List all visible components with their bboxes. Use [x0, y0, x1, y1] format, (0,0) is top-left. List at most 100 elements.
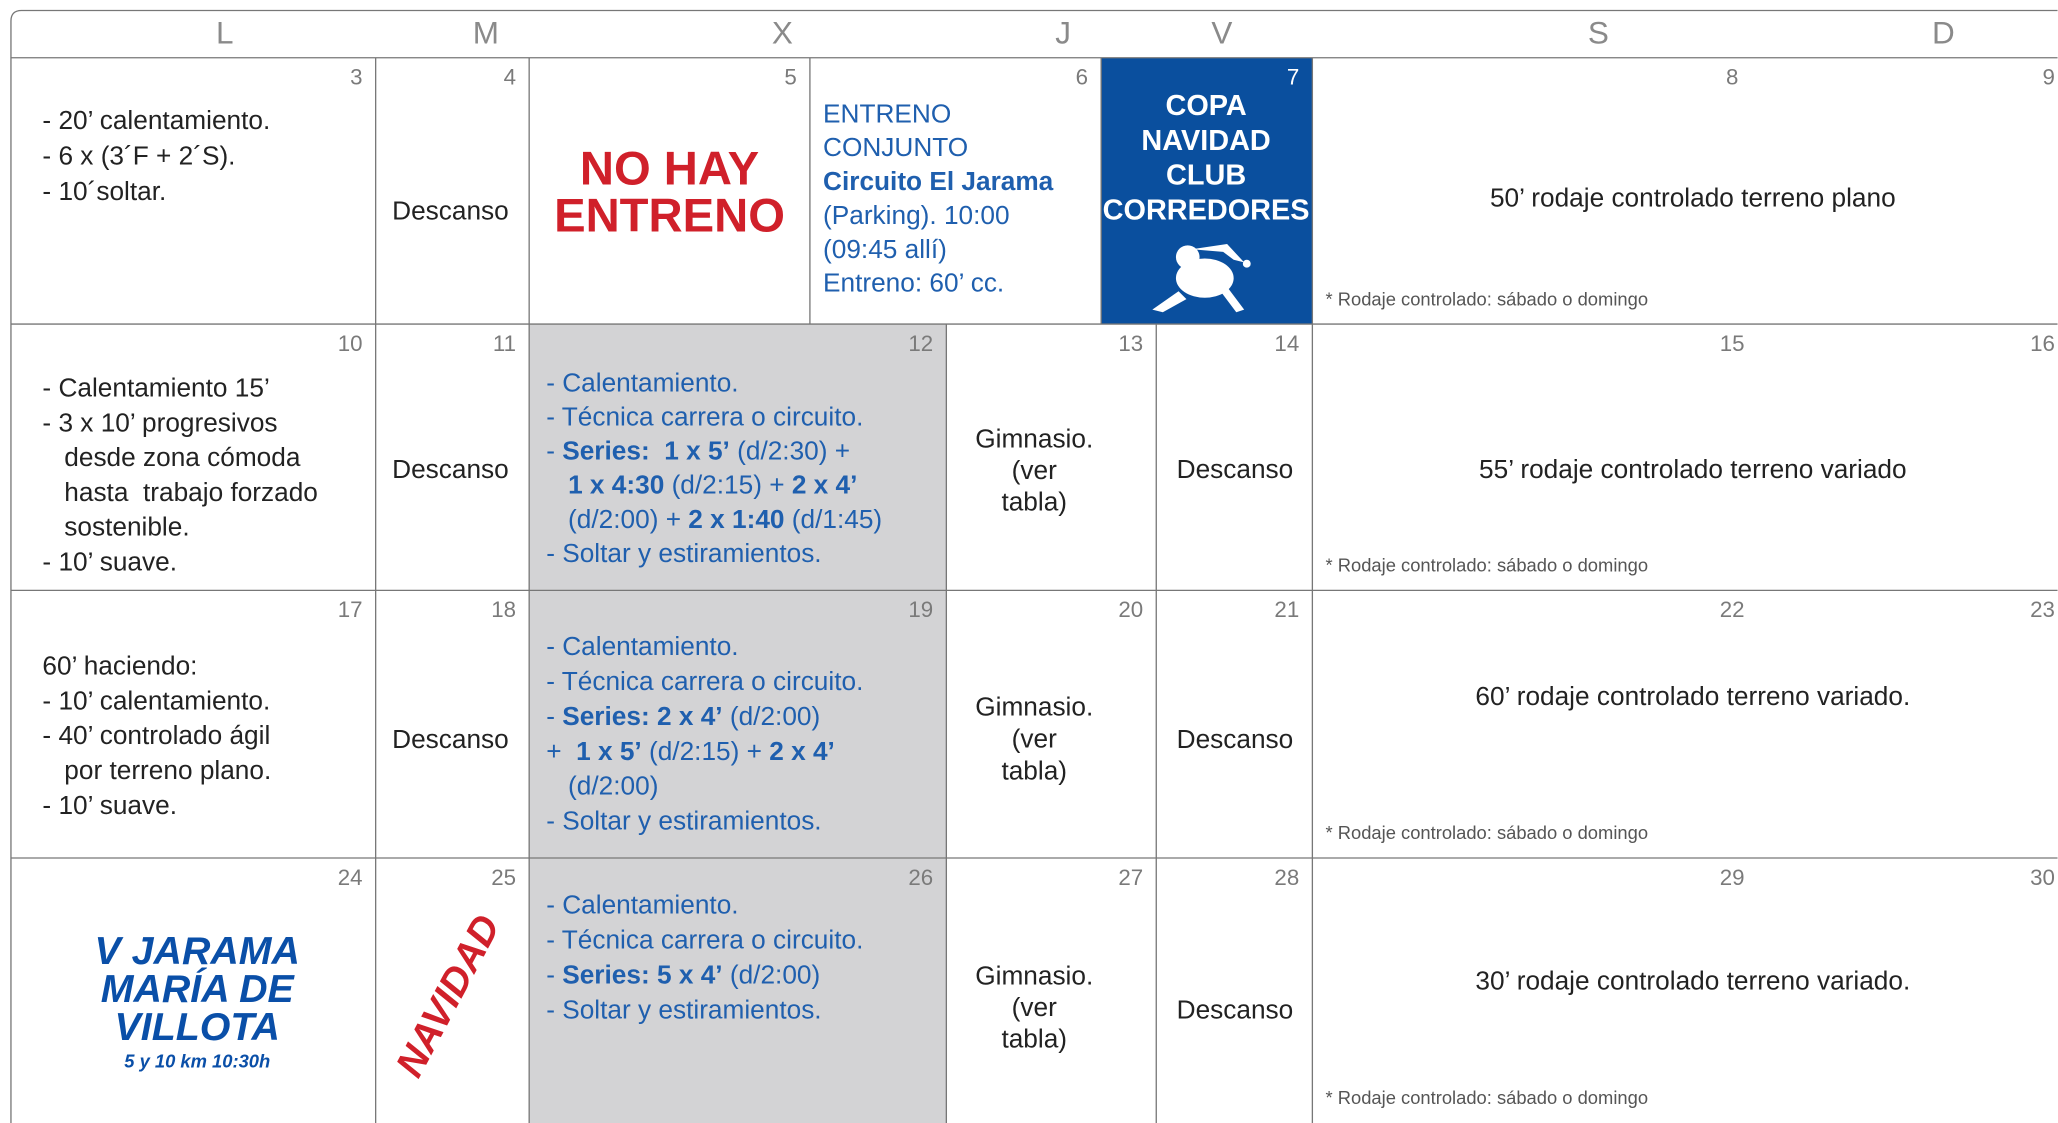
weekday-header: L: [216, 16, 234, 51]
cell-text: - Series: 5 x 4’ (d/2:00): [546, 960, 820, 990]
text-run: -: [546, 960, 562, 990]
cell-text: tabla): [1001, 487, 1067, 517]
cell-text: (Parking). 10:00: [823, 200, 1010, 230]
weekday-header: M: [473, 16, 499, 51]
weekend-text: 50’ rodaje controlado terreno plano: [1490, 182, 1896, 212]
cell-text: CORREDORES: [1103, 194, 1310, 226]
day-number: 16: [2030, 331, 2055, 356]
text-run: (d/2:00): [723, 960, 821, 990]
cell-text: Gimnasio.: [975, 424, 1093, 454]
highlight-column: [529, 324, 947, 1123]
cell-text: Descanso: [1177, 994, 1294, 1024]
day-number: 28: [1274, 865, 1299, 890]
day-number: 6: [1076, 65, 1088, 90]
day-number: 29: [1720, 865, 1745, 890]
cell-text: CONJUNTO: [823, 132, 968, 162]
text-run: (d/2:00): [723, 701, 821, 731]
cell-text: - 10’ suave.: [42, 546, 177, 576]
cell-text: 1 x 4:30 (d/2:15) + 2 x 4’: [546, 470, 857, 500]
weekend-note: * Rodaje controlado: sábado o domingo: [1325, 1087, 1648, 1108]
cell-text: - 3 x 10’ progresivos: [42, 407, 277, 437]
cell-text: - Soltar y estiramientos.: [546, 538, 821, 568]
cell-text: ENTRENO: [823, 98, 951, 128]
cell-text: desde zona cómoda: [42, 442, 300, 472]
text-run: (d/1:45): [785, 504, 883, 534]
cell-text: (d/2:00): [546, 771, 658, 801]
weekend-text: 30’ rodaje controlado terreno variado.: [1475, 966, 1910, 996]
text-run: -: [546, 701, 562, 731]
weekend-text: 55’ rodaje controlado terreno variado: [1479, 454, 1907, 484]
cell-text: - 20’ calentamiento.: [42, 105, 270, 135]
weekday-header: S: [1588, 16, 1609, 51]
cell-text: Descanso: [392, 724, 509, 754]
day-number: 11: [493, 331, 516, 356]
bold-run: 2 x 4’: [792, 470, 858, 500]
cell-text: - 10’ suave.: [42, 790, 177, 820]
cell-text: Descanso: [1177, 724, 1294, 754]
text-run: (d/2:30) +: [730, 436, 850, 466]
cell-text: - Series: 1 x 5’ (d/2:30) +: [546, 436, 850, 466]
cell-text: tabla): [1001, 1023, 1067, 1053]
santa-icon: [1152, 244, 1251, 313]
cell-text: Circuito El Jarama: [823, 166, 1054, 196]
bold-run: Circuito El Jarama: [823, 166, 1054, 196]
day-number: 27: [1118, 865, 1143, 890]
day-number: 18: [491, 597, 516, 622]
cell-text: tabla): [1001, 756, 1067, 786]
cell-text: - Técnica carrera o circuito.: [546, 666, 863, 696]
cell-text: Gimnasio.: [975, 691, 1093, 721]
weekday-header: J: [1055, 16, 1071, 51]
text-run: (d/2:15) +: [664, 470, 792, 500]
cell-text: (ver: [1012, 723, 1057, 753]
weekend-text: 60’ rodaje controlado terreno variado.: [1475, 681, 1910, 711]
day-number: 4: [504, 65, 516, 90]
weekend-note: * Rodaje controlado: sábado o domingo: [1325, 288, 1648, 309]
bold-run: Series: 5 x 4’: [562, 960, 722, 990]
cell-text: (ver: [1012, 455, 1057, 485]
cell-text: NAVIDAD: [1141, 125, 1270, 157]
cell-text: - 10’ calentamiento.: [42, 685, 270, 715]
cell-text: Descanso: [392, 454, 509, 484]
cell-text: CLUB: [1166, 160, 1246, 192]
cell-text: (d/2:00) + 2 x 1:40 (d/1:45): [546, 504, 882, 534]
day-number: 24: [338, 865, 363, 890]
cell-text: - Técnica carrera o circuito.: [546, 401, 863, 431]
day-number: 19: [908, 597, 933, 622]
day-number: 22: [1720, 597, 1745, 622]
weekday-header: X: [772, 16, 793, 51]
cell-text: por terreno plano.: [42, 755, 271, 785]
bold-run: 2 x 1:40: [688, 504, 784, 534]
cell-text: hasta trabajo forzado: [42, 477, 317, 507]
cell-text: 5 y 10 km 10:30h: [124, 1050, 270, 1071]
day-number: 13: [1118, 331, 1143, 356]
day-number: 25: [491, 865, 516, 890]
cell-text: V JARAMA: [95, 929, 300, 973]
day-number: 20: [1118, 597, 1143, 622]
day-number: 3: [350, 65, 362, 90]
day-number: 12: [908, 331, 933, 356]
cell-text: + 1 x 5’ (d/2:15) + 2 x 4’: [546, 736, 835, 766]
bold-run: 1 x 4:30: [568, 470, 664, 500]
day-number: 14: [1274, 331, 1299, 356]
day-number: 8: [1726, 65, 1738, 90]
day-number: 23: [2030, 597, 2055, 622]
cell-text: NO HAY: [580, 142, 759, 195]
cell-text: - 10´soltar.: [42, 176, 166, 206]
weekday-header: V: [1211, 16, 1232, 51]
day-number: 5: [784, 65, 796, 90]
text-run: (d/2:15) +: [642, 736, 770, 766]
text-run: +: [546, 736, 576, 766]
day-number: 17: [338, 597, 363, 622]
day-number: 10: [338, 331, 363, 356]
cell-text: - Calentamiento.: [546, 631, 738, 661]
cell-text: 60’ haciendo:: [42, 651, 197, 681]
cell-text: - Calentamiento 15’: [42, 373, 269, 403]
bold-run: 2 x 4’: [769, 736, 835, 766]
cell-text: Entreno: 60’ cc.: [823, 268, 1004, 298]
cell-text: COPA: [1165, 90, 1246, 122]
cell-text: - 40’ controlado ágil: [42, 720, 270, 750]
cell-text: Descanso: [392, 195, 509, 225]
text-run: (d/2:00) +: [546, 504, 688, 534]
